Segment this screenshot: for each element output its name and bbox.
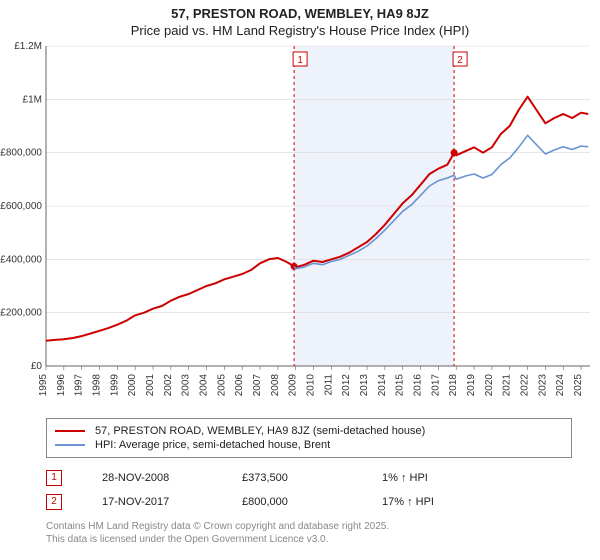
svg-text:2016: 2016 xyxy=(413,374,424,397)
svg-text:2013: 2013 xyxy=(359,374,370,397)
svg-text:2014: 2014 xyxy=(377,374,388,397)
svg-text:£1.2M: £1.2M xyxy=(14,41,42,52)
legend: 57, PRESTON ROAD, WEMBLEY, HA9 8JZ (semi… xyxy=(46,418,572,458)
chart-title-address: 57, PRESTON ROAD, WEMBLEY, HA9 8JZ xyxy=(0,6,600,21)
svg-text:£600,000: £600,000 xyxy=(0,201,42,212)
svg-text:1: 1 xyxy=(297,55,303,66)
transaction-row: 1 28-NOV-2008 £373,500 1% ↑ HPI xyxy=(46,470,566,486)
svg-text:1997: 1997 xyxy=(74,374,85,397)
transaction-pct: 1% ↑ HPI xyxy=(382,472,502,484)
svg-text:2012: 2012 xyxy=(341,374,352,397)
svg-text:1999: 1999 xyxy=(109,374,120,397)
legend-swatch xyxy=(55,430,85,432)
svg-text:2002: 2002 xyxy=(163,374,174,397)
marker-badge: 1 xyxy=(46,470,62,486)
svg-text:2021: 2021 xyxy=(502,374,513,397)
footer-attribution: Contains HM Land Registry data © Crown c… xyxy=(46,520,389,546)
svg-text:£1M: £1M xyxy=(23,94,42,105)
svg-text:2023: 2023 xyxy=(537,374,548,397)
legend-item: HPI: Average price, semi-detached house,… xyxy=(55,439,563,451)
svg-text:1995: 1995 xyxy=(38,374,49,397)
svg-text:2008: 2008 xyxy=(270,374,281,397)
footer-line: This data is licensed under the Open Gov… xyxy=(46,533,389,546)
title-block: 57, PRESTON ROAD, WEMBLEY, HA9 8JZ Price… xyxy=(0,0,600,38)
svg-text:£0: £0 xyxy=(31,361,43,372)
footer-line: Contains HM Land Registry data © Crown c… xyxy=(46,520,389,533)
svg-text:2007: 2007 xyxy=(252,374,263,397)
svg-text:2: 2 xyxy=(457,55,463,66)
svg-text:2011: 2011 xyxy=(323,374,334,396)
svg-text:2019: 2019 xyxy=(466,374,477,397)
svg-text:2018: 2018 xyxy=(448,374,459,397)
svg-text:£400,000: £400,000 xyxy=(0,254,42,265)
legend-label: HPI: Average price, semi-detached house,… xyxy=(95,439,330,451)
transaction-pct: 17% ↑ HPI xyxy=(382,496,502,508)
svg-text:2025: 2025 xyxy=(573,374,584,397)
svg-text:2009: 2009 xyxy=(288,374,299,397)
legend-swatch xyxy=(55,444,85,446)
svg-text:1996: 1996 xyxy=(56,374,67,397)
svg-text:2004: 2004 xyxy=(199,374,210,397)
svg-text:2001: 2001 xyxy=(145,374,156,397)
svg-text:2006: 2006 xyxy=(234,374,245,397)
svg-text:2005: 2005 xyxy=(216,374,227,397)
transaction-row: 2 17-NOV-2017 £800,000 17% ↑ HPI xyxy=(46,494,566,510)
marker-badge: 2 xyxy=(46,494,62,510)
svg-text:2000: 2000 xyxy=(127,374,138,397)
price-chart: £0 £200,000 £400,000 £600,000 £800,000 £1M £1.… xyxy=(0,40,600,410)
svg-text:2015: 2015 xyxy=(395,374,406,397)
transaction-date: 17-NOV-2017 xyxy=(102,496,242,508)
svg-text:2003: 2003 xyxy=(181,374,192,397)
svg-text:2020: 2020 xyxy=(484,374,495,397)
transaction-price: £373,500 xyxy=(242,472,382,484)
svg-text:2024: 2024 xyxy=(555,374,566,397)
svg-text:£200,000: £200,000 xyxy=(0,308,42,319)
legend-item: 57, PRESTON ROAD, WEMBLEY, HA9 8JZ (semi… xyxy=(55,425,563,437)
svg-text:£800,000: £800,000 xyxy=(0,148,42,159)
svg-text:2010: 2010 xyxy=(306,374,317,397)
svg-text:1998: 1998 xyxy=(92,374,103,397)
transaction-date: 28-NOV-2008 xyxy=(102,472,242,484)
legend-label: 57, PRESTON ROAD, WEMBLEY, HA9 8JZ (semi… xyxy=(95,425,425,437)
chart-title-subtitle: Price paid vs. HM Land Registry's House … xyxy=(0,23,600,38)
svg-text:2017: 2017 xyxy=(430,374,441,397)
svg-text:2022: 2022 xyxy=(520,374,531,397)
transaction-price: £800,000 xyxy=(242,496,382,508)
